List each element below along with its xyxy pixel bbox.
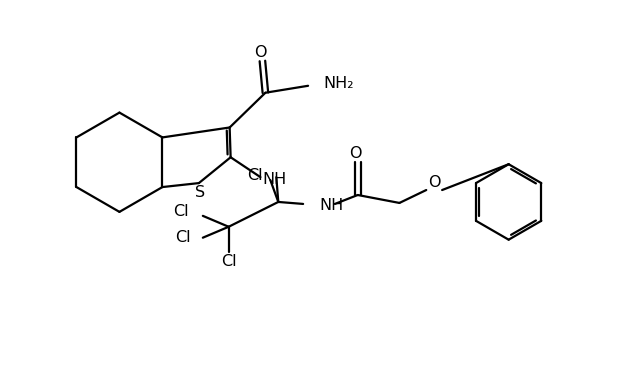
Text: S: S [195,184,205,200]
Text: Cl: Cl [221,254,236,269]
Text: Cl: Cl [175,230,191,245]
Text: O: O [428,175,440,190]
Text: NH₂: NH₂ [323,76,353,91]
Text: Cl: Cl [247,168,262,183]
Text: NH: NH [319,199,343,213]
Text: Cl: Cl [173,204,189,220]
Text: O: O [254,44,267,60]
Text: O: O [349,146,362,161]
Text: NH: NH [262,172,287,186]
